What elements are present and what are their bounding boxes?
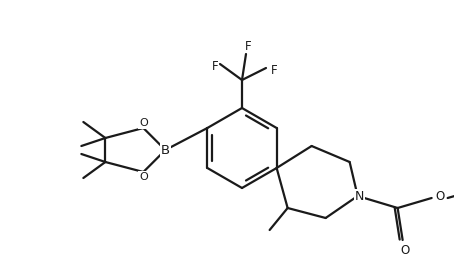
- Text: N: N: [355, 190, 364, 202]
- Text: B: B: [161, 143, 170, 157]
- Text: F: F: [212, 59, 218, 73]
- Text: F: F: [245, 39, 252, 53]
- Text: F: F: [271, 63, 277, 76]
- Text: O: O: [400, 244, 409, 257]
- Text: O: O: [435, 190, 444, 202]
- Text: O: O: [139, 118, 148, 128]
- Text: O: O: [139, 172, 148, 182]
